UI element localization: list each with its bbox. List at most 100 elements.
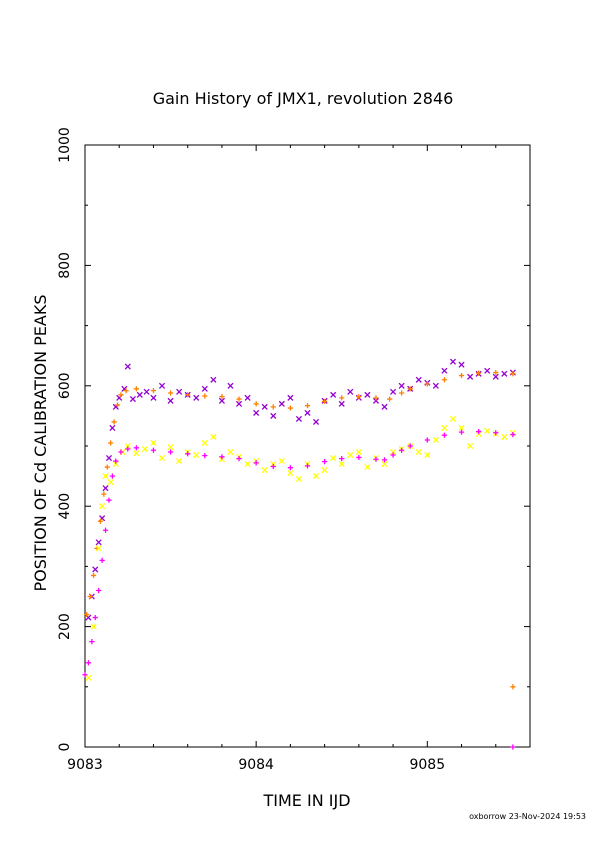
data-point	[510, 684, 516, 690]
data-point	[424, 381, 430, 387]
data-point	[136, 391, 143, 398]
data-point	[176, 457, 183, 465]
data-point	[304, 409, 311, 416]
data-point	[501, 433, 508, 441]
data-point	[295, 476, 303, 483]
data-point	[399, 447, 405, 453]
data-point	[227, 382, 234, 389]
data-point	[347, 451, 354, 459]
y-axis-ticks: 0 200 400 600 800 1000	[57, 127, 530, 751]
data-point	[244, 461, 251, 468]
y-tick-label: 600	[57, 372, 73, 399]
data-point	[356, 454, 362, 461]
data-point	[270, 463, 276, 470]
data-point	[253, 409, 260, 416]
data-point	[123, 388, 129, 394]
data-point	[441, 432, 448, 438]
data-point	[501, 370, 508, 377]
data-point	[270, 412, 277, 419]
data-point	[107, 479, 114, 486]
y-tick-label: 1000	[57, 127, 73, 163]
data-point	[390, 452, 396, 458]
data-point	[381, 461, 388, 468]
data-point	[143, 388, 150, 395]
data-point	[338, 461, 345, 468]
data-point	[432, 436, 439, 444]
x-tick-label: 9083	[67, 757, 103, 773]
data-point	[167, 444, 174, 451]
x-axis-label: TIME IN IJD	[262, 791, 350, 810]
data-point	[92, 614, 98, 621]
data-point	[441, 367, 448, 374]
data-point	[364, 391, 371, 398]
data-point	[278, 400, 285, 407]
data-point	[158, 454, 166, 462]
data-point	[441, 424, 448, 431]
data-point	[321, 467, 328, 474]
data-point	[287, 394, 294, 401]
data-point	[150, 447, 157, 453]
data-point	[95, 539, 102, 546]
data-point	[415, 448, 422, 456]
x-tick-label: 9084	[238, 757, 274, 773]
data-point	[278, 457, 285, 465]
data-point	[322, 459, 328, 465]
data-point	[364, 464, 371, 471]
data-point	[84, 611, 90, 618]
data-point	[118, 392, 124, 398]
data-point	[102, 485, 109, 492]
data-point	[458, 424, 465, 431]
data-point	[150, 439, 157, 447]
data-point	[381, 457, 388, 463]
data-point	[124, 442, 131, 450]
data-point	[330, 454, 337, 462]
data-point	[158, 382, 166, 389]
data-point	[449, 415, 457, 422]
data-point	[101, 491, 107, 497]
x-axis-ticks: 9083 9084 9085	[67, 145, 497, 773]
data-point	[218, 397, 225, 404]
data-point	[304, 403, 311, 409]
data-point	[133, 450, 140, 457]
data-point	[373, 395, 379, 401]
data-point	[202, 453, 208, 459]
data-point	[390, 448, 397, 456]
data-point	[150, 394, 157, 401]
data-point	[102, 473, 109, 480]
data-point	[387, 396, 393, 402]
data-point	[129, 395, 136, 403]
data-point	[106, 497, 112, 503]
data-point	[415, 376, 422, 383]
x-tick-label: 9085	[409, 757, 445, 773]
data-point	[114, 402, 121, 408]
data-point	[85, 660, 92, 666]
data-point	[270, 404, 276, 410]
data-point	[113, 458, 119, 464]
data-point	[102, 527, 109, 533]
data-point	[330, 391, 337, 398]
data-point	[95, 545, 102, 552]
data-point	[398, 382, 405, 389]
footer-credit: oxborrow 23-Nov-2024 19:53	[469, 812, 586, 821]
data-point	[492, 373, 499, 380]
data-point	[112, 461, 119, 468]
series-1	[85, 358, 516, 621]
data-point	[253, 460, 259, 466]
data-point	[185, 392, 191, 398]
y-tick-label: 200	[57, 613, 73, 640]
data-point	[339, 395, 345, 401]
data-point	[372, 397, 380, 404]
data-point	[347, 388, 354, 395]
data-point	[381, 403, 388, 410]
data-point	[458, 361, 465, 368]
data-point	[476, 370, 482, 376]
chart-title: Gain History of JMX1, revolution 2846	[153, 89, 454, 108]
data-point	[322, 398, 328, 405]
data-point	[87, 593, 93, 600]
data-point	[484, 367, 491, 374]
data-point	[355, 448, 362, 456]
data-point	[109, 473, 115, 479]
data-point	[261, 403, 268, 410]
data-point	[90, 623, 97, 630]
data-point	[510, 431, 516, 438]
